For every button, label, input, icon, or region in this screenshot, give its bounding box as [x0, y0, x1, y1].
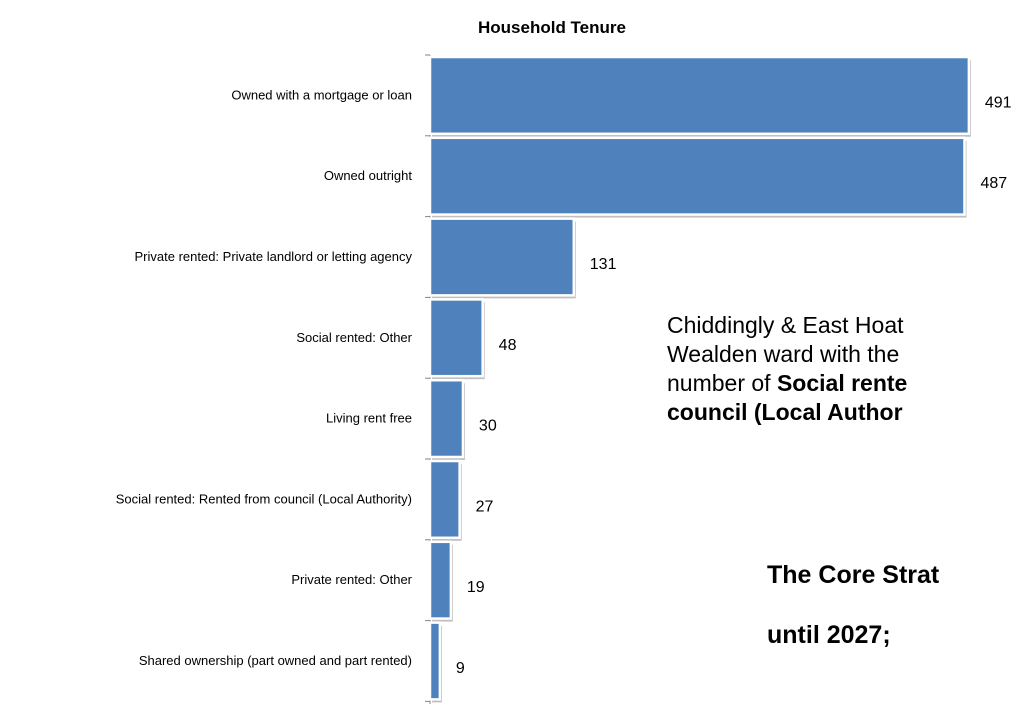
bar: [428, 55, 971, 136]
category-label: Living rent free: [326, 411, 412, 426]
category-label: Social rented: Rented from council (Loca…: [116, 491, 412, 506]
description-line-3-bold: Social rente: [776, 370, 908, 396]
value-label: 27: [476, 498, 494, 515]
category-label: Private rented: Other: [291, 572, 412, 587]
bar: [428, 298, 484, 378]
bar: [428, 459, 461, 540]
category-label: Owned with a mortgage or loan: [231, 87, 412, 102]
value-label: 30: [479, 418, 497, 435]
category-label: Shared ownership (part owned and part re…: [139, 653, 412, 668]
value-label: 19: [467, 579, 485, 596]
value-label: 48: [499, 337, 517, 354]
bar: [428, 540, 453, 620]
description-line-4-bold: council (Local Author: [667, 399, 903, 425]
category-label: Social rented: Other: [296, 330, 412, 345]
value-label: 9: [456, 660, 465, 677]
value-label: 491: [985, 94, 1012, 111]
axis-ticks: [425, 54, 430, 702]
bar: [428, 217, 576, 297]
core-strategy-heading: The Core Strat: [767, 561, 940, 589]
core-strategy-subheading: until 2027;: [767, 621, 891, 649]
bar: [428, 621, 442, 701]
category-label: Owned outright: [324, 168, 413, 183]
description-text: Chiddingly & East Hoat Wealden ward with…: [667, 311, 907, 427]
bars-group: [428, 55, 971, 703]
description-line-3-normal: number of: [667, 370, 777, 396]
category-label: Private rented: Private landlord or lett…: [135, 249, 413, 264]
category-labels: Owned with a mortgage or loan Owned outri…: [116, 87, 413, 668]
description-line-3: number of Social rente: [667, 369, 907, 398]
value-labels: 491 487 131 48 30 27 19 9: [456, 94, 1012, 677]
value-label: 487: [980, 175, 1007, 192]
description-line-2: Wealden ward with the: [667, 341, 900, 367]
description-line-1: Chiddingly & East Hoat: [667, 312, 904, 338]
chart-title: Household Tenure: [478, 18, 626, 37]
value-label: 131: [590, 256, 617, 273]
bar: [428, 136, 966, 216]
description-line-4: council (Local Author: [667, 398, 907, 427]
bar: [428, 378, 465, 459]
